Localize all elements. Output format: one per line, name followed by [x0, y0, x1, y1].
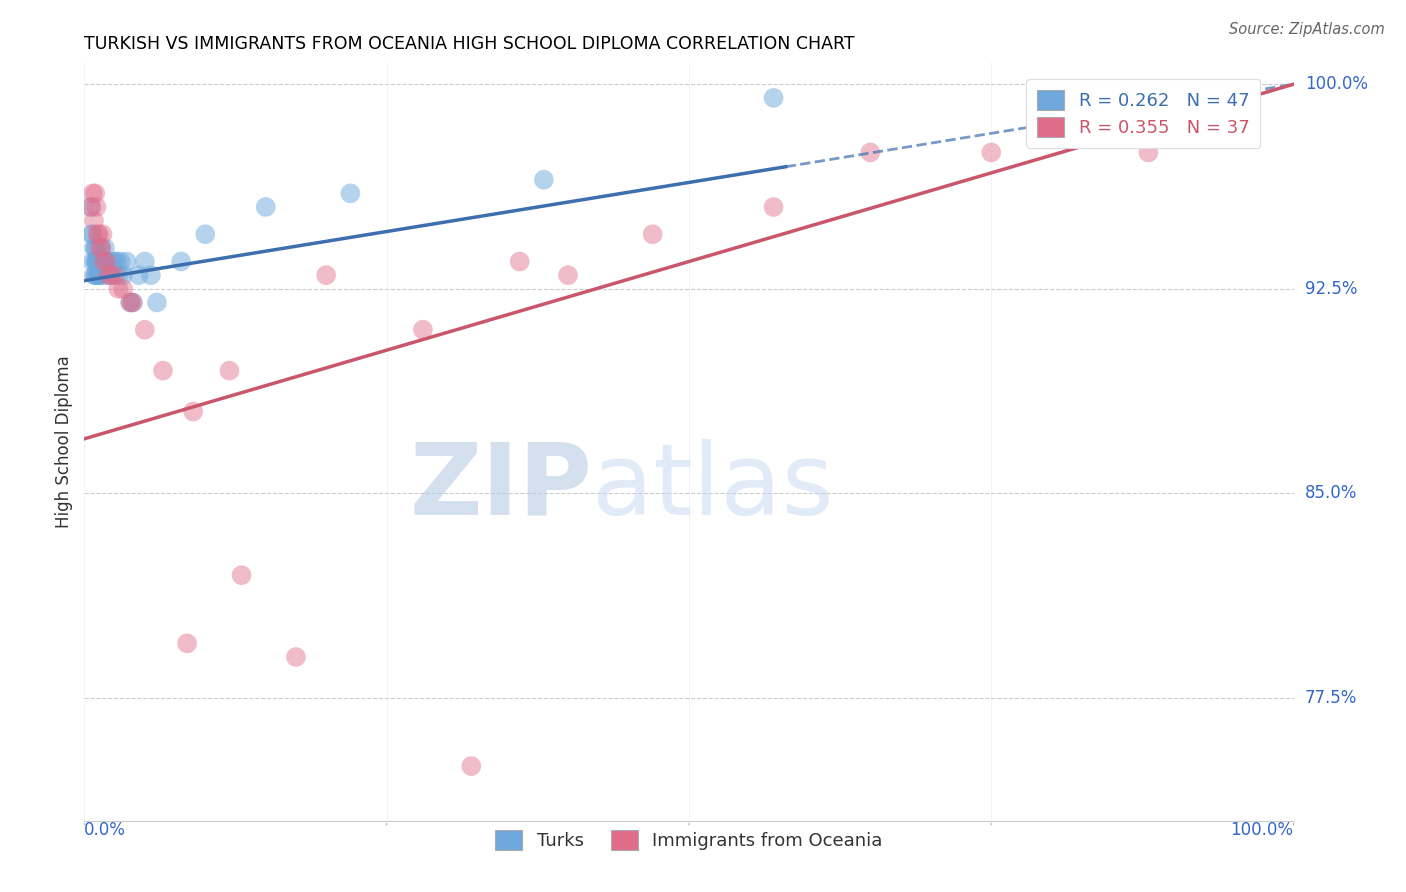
Point	[181, 404, 204, 418]
Text: 85.0%: 85.0%	[1305, 484, 1357, 502]
Text: atlas: atlas	[592, 439, 834, 535]
Point	[83, 268, 105, 282]
Point	[533, 172, 555, 186]
Point	[107, 282, 129, 296]
Point	[112, 282, 135, 296]
Point	[86, 254, 108, 268]
Point	[82, 186, 104, 201]
Point	[84, 254, 107, 268]
Point	[762, 200, 785, 214]
Point	[84, 241, 107, 255]
Text: Source: ZipAtlas.com: Source: ZipAtlas.com	[1229, 22, 1385, 37]
Point	[412, 323, 434, 337]
Point	[859, 145, 882, 160]
Point	[82, 227, 104, 242]
Point	[134, 323, 156, 337]
Point	[1137, 145, 1160, 160]
Point	[80, 200, 103, 214]
Point	[101, 254, 124, 268]
Point	[94, 241, 117, 255]
Point	[231, 568, 253, 582]
Point	[315, 268, 337, 282]
Point	[284, 650, 308, 665]
Point	[1222, 91, 1244, 105]
Point	[90, 241, 112, 255]
Point	[86, 254, 108, 268]
Text: 92.5%: 92.5%	[1305, 280, 1357, 298]
Point	[762, 91, 785, 105]
Point	[97, 268, 120, 282]
Point	[557, 268, 579, 282]
Point	[146, 295, 169, 310]
Point	[91, 268, 114, 282]
Point	[86, 241, 108, 255]
Point	[134, 254, 156, 268]
Point	[94, 254, 117, 268]
Point	[79, 200, 101, 214]
Point	[89, 254, 111, 268]
Point	[980, 145, 1002, 160]
Point	[115, 254, 138, 268]
Point	[120, 295, 142, 310]
Point	[91, 227, 114, 242]
Point	[87, 268, 110, 282]
Point	[104, 268, 127, 282]
Point	[121, 295, 143, 310]
Text: 0.0%: 0.0%	[84, 821, 127, 838]
Point	[83, 241, 105, 255]
Point	[509, 254, 531, 268]
Point	[194, 227, 217, 242]
Text: TURKISH VS IMMIGRANTS FROM OCEANIA HIGH SCHOOL DIPLOMA CORRELATION CHART: TURKISH VS IMMIGRANTS FROM OCEANIA HIGH …	[84, 35, 855, 53]
Text: 100.0%: 100.0%	[1230, 821, 1294, 838]
Point	[86, 254, 108, 268]
Point	[96, 254, 118, 268]
Point	[84, 268, 107, 282]
Text: 100.0%: 100.0%	[1305, 75, 1368, 94]
Point	[89, 241, 111, 255]
Point	[100, 268, 122, 282]
Point	[80, 227, 103, 242]
Point	[110, 254, 132, 268]
Point	[112, 268, 135, 282]
Point	[87, 227, 110, 242]
Point	[120, 295, 142, 310]
Point	[100, 268, 122, 282]
Point	[121, 295, 143, 310]
Point	[86, 227, 108, 242]
Point	[86, 200, 108, 214]
Point	[82, 254, 104, 268]
Point	[128, 268, 150, 282]
Point	[460, 759, 482, 773]
Point	[86, 268, 108, 282]
Point	[89, 268, 111, 282]
Point	[152, 364, 174, 378]
Point	[83, 213, 105, 227]
Point	[87, 254, 110, 268]
Point	[254, 200, 277, 214]
Point	[339, 186, 361, 201]
Point	[91, 254, 114, 268]
Point	[93, 254, 115, 268]
Point	[170, 254, 193, 268]
Text: ZIP: ZIP	[409, 439, 592, 535]
Point	[641, 227, 664, 242]
Point	[90, 241, 112, 255]
Point	[86, 268, 108, 282]
Point	[104, 254, 127, 268]
Y-axis label: High School Diploma: High School Diploma	[55, 355, 73, 528]
Text: 77.5%: 77.5%	[1305, 689, 1357, 706]
Point	[218, 364, 240, 378]
Point	[97, 268, 120, 282]
Point	[107, 268, 129, 282]
Point	[139, 268, 162, 282]
Point	[94, 254, 117, 268]
Legend: Turks, Immigrants from Oceania: Turks, Immigrants from Oceania	[488, 822, 890, 857]
Point	[93, 254, 115, 268]
Point	[105, 254, 128, 268]
Point	[176, 636, 198, 650]
Point	[84, 186, 107, 201]
